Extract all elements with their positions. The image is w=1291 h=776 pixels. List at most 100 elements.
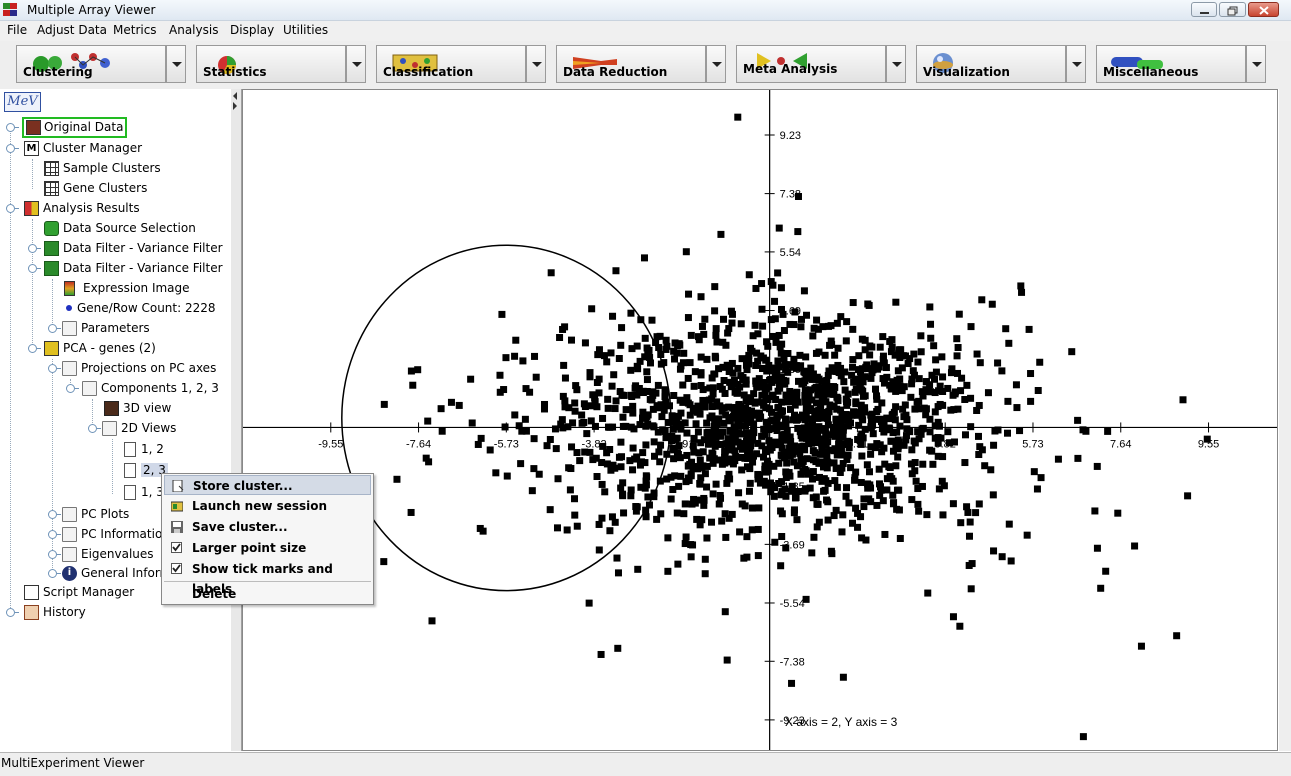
tree-item-eigenvalues[interactable]: Eigenvalues [62, 545, 154, 563]
visualization-dropdown[interactable] [1066, 45, 1086, 83]
tree-toggle[interactable] [6, 144, 19, 153]
data-point [654, 428, 662, 436]
maximize-button[interactable] [1219, 2, 1246, 17]
tree-item-data-source-selection[interactable]: Data Source Selection [44, 219, 196, 237]
checkbox-checked-icon[interactable] [171, 542, 183, 554]
data-point [698, 322, 706, 330]
tree-item-expression-image[interactable]: Expression Image [64, 279, 190, 297]
data-point [911, 405, 919, 413]
data-point [889, 477, 897, 485]
data-point [900, 383, 908, 391]
tree-item-script-manager[interactable]: Script Manager [24, 583, 134, 601]
meta-analysis-button[interactable]: Meta Analysis [736, 45, 886, 83]
menu-display[interactable]: Display [230, 23, 275, 37]
menu-analysis[interactable]: Analysis [169, 23, 219, 37]
data-point [619, 492, 627, 500]
menu-item-delete[interactable]: Delete [164, 584, 371, 604]
data-point [639, 408, 647, 416]
data-point [772, 366, 780, 374]
tree-toggle[interactable] [6, 123, 19, 132]
tree-item-parameters[interactable]: Parameters [62, 319, 150, 337]
classification-button[interactable]: Classification [376, 45, 526, 83]
minimize-button[interactable] [1191, 2, 1217, 17]
collapse-right-icon[interactable] [233, 102, 237, 110]
tree-item-history[interactable]: History [24, 603, 86, 621]
close-button[interactable] [1248, 2, 1279, 17]
tree-toggle[interactable] [28, 264, 41, 273]
tree-toggle[interactable] [6, 608, 19, 617]
tree-toggle[interactable] [48, 364, 61, 373]
data-point [712, 433, 720, 441]
data-point [797, 362, 805, 370]
data-point [670, 446, 678, 454]
data-point [734, 389, 742, 397]
tree-item-3d-view[interactable]: 3D view [104, 399, 171, 417]
tree-item-analysis-results[interactable]: Analysis Results [24, 199, 140, 217]
selection-circle[interactable] [341, 244, 672, 592]
scatter-plot[interactable]: -9.55 -7.64 -5.73 -3.82 -1.91 1.91 3.82 5.73 7.6… [243, 90, 1277, 750]
menu-item-store-cluster[interactable]: Store cluster... [164, 475, 371, 495]
data-point [828, 390, 836, 398]
visualization-button[interactable]: Visualization [916, 45, 1066, 83]
clustering-dropdown[interactable] [166, 45, 186, 83]
tree-toggle[interactable] [48, 324, 61, 333]
miscellaneous-dropdown[interactable] [1246, 45, 1266, 83]
tree-item-2d-views[interactable]: 2D Views [102, 419, 176, 437]
tree-toggle[interactable] [66, 384, 79, 393]
tree-toggle[interactable] [48, 550, 61, 559]
tree-toggle[interactable] [28, 344, 41, 353]
tree-item-pca-genes[interactable]: PCA - genes (2) [44, 339, 156, 357]
miscellaneous-button[interactable]: Miscellaneous [1096, 45, 1246, 83]
tree-toggle[interactable] [28, 244, 41, 253]
clustering-button[interactable]: Clustering [16, 45, 166, 83]
collapse-left-icon[interactable] [233, 92, 237, 100]
data-point [887, 385, 895, 393]
data-point [571, 407, 579, 415]
tree-item-variance-filter-1[interactable]: Data Filter - Variance Filter [44, 239, 223, 257]
data-point [787, 405, 795, 413]
tree-item-pc-information[interactable]: PC Information [62, 525, 170, 543]
data-point [645, 501, 653, 509]
tree-item-components[interactable]: Components 1, 2, 3 [82, 379, 219, 397]
menu-item-save-cluster[interactable]: Save cluster... [164, 517, 371, 537]
tree-toggle[interactable] [88, 424, 101, 433]
tree-toggle[interactable] [48, 569, 61, 578]
menu-utilities[interactable]: Utilities [283, 23, 329, 37]
checkbox-checked-icon[interactable] [171, 563, 183, 575]
menu-item-show-tick-marks[interactable]: Show tick marks and labels [164, 559, 371, 596]
tree-item-pc-plots[interactable]: PC Plots [62, 505, 129, 523]
data-reduction-dropdown[interactable] [706, 45, 726, 83]
tree-item-view-1-2[interactable]: 1, 2 [124, 440, 164, 458]
data-point [627, 309, 635, 317]
tree-item-sample-clusters[interactable]: Sample Clusters [44, 159, 161, 177]
splitter[interactable] [231, 89, 242, 751]
tree-item-gene-clusters[interactable]: Gene Clusters [44, 179, 147, 197]
tree-toggle[interactable] [48, 510, 61, 519]
meta-analysis-dropdown[interactable] [886, 45, 906, 83]
data-point [809, 447, 817, 455]
data-point [1074, 416, 1082, 424]
menu-file[interactable]: File [7, 23, 28, 37]
menu-item-launch-new-session[interactable]: Launch new session [164, 496, 371, 516]
data-point [522, 385, 530, 393]
data-reduction-button[interactable]: Data Reduction [556, 45, 706, 83]
tree-item-original-data[interactable]: Original Data [22, 117, 128, 138]
menu-metrics[interactable]: Metrics [113, 23, 157, 37]
statistics-button[interactable]: Statistics [196, 45, 346, 83]
tree-item-view-1-3[interactable]: 1, 3 [124, 483, 164, 501]
tree-item-variance-filter-2[interactable]: Data Filter - Variance Filter [44, 259, 223, 277]
menu-item-larger-point-size[interactable]: Larger point size [164, 538, 371, 558]
data-point [779, 422, 787, 430]
data-point [601, 488, 609, 496]
tree-item-projections[interactable]: Projections on PC axes [62, 359, 216, 377]
tree-toggle[interactable] [6, 204, 19, 213]
classification-dropdown[interactable] [526, 45, 546, 83]
data-point [591, 398, 599, 406]
tree-toggle[interactable] [48, 530, 61, 539]
data-point [682, 248, 690, 256]
data-point [841, 368, 849, 376]
scatter-plot-panel[interactable]: -9.55 -7.64 -5.73 -3.82 -1.91 1.91 3.82 5.73 7.6… [242, 89, 1278, 751]
tree-item-cluster-manager[interactable]: M Cluster Manager [24, 139, 142, 157]
statistics-dropdown[interactable] [346, 45, 366, 83]
menu-adjust-data[interactable]: Adjust Data [37, 23, 107, 37]
